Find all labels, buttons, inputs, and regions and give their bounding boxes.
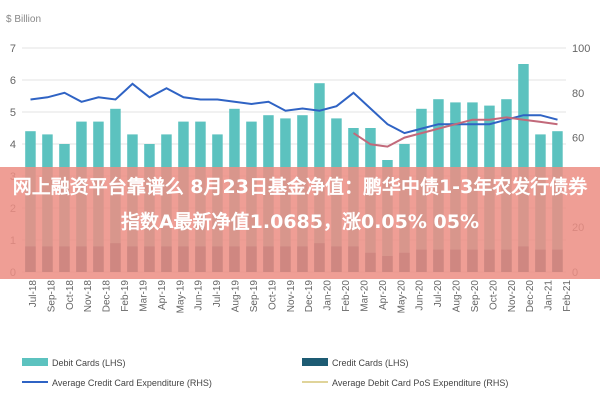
line-secondary — [352, 116, 558, 148]
x-tick-label: Apr-19 — [157, 280, 168, 310]
legend-swatch — [302, 358, 328, 366]
x-tick-label: Jul-18 — [28, 280, 39, 308]
legend-label: Average Debit Card PoS Expenditure (RHS) — [332, 378, 508, 388]
y-left-unit-label: $ Billion — [6, 14, 41, 25]
y-right-tick-label: 100 — [572, 43, 590, 55]
x-tick-label: May-19 — [175, 280, 186, 314]
x-tick-label: Nov-20 — [507, 280, 518, 313]
x-tick-label: Oct-20 — [488, 280, 499, 310]
legend-swatch — [22, 358, 48, 366]
x-tick-label: Jan-21 — [544, 280, 555, 311]
legend-label: Average Credit Card Expenditure (RHS) — [52, 378, 212, 388]
x-tick-label: Aug-20 — [452, 280, 463, 313]
headline-banner — [0, 167, 600, 279]
y-right-tick-label: 60 — [572, 133, 584, 145]
x-tick-label: Jun-19 — [194, 280, 205, 311]
x-tick-label: Dec-20 — [525, 280, 536, 313]
x-tick-label: Feb-20 — [341, 280, 352, 312]
x-tick-label: Apr-20 — [378, 280, 389, 310]
x-tick-label: Dec-18 — [102, 280, 113, 313]
headline-text: 网上融资平台靠谱么 8月23日基金净值：鹏华中债1-3年农发行债券指数A最新净值… — [12, 176, 588, 233]
x-tick-label: Sep-20 — [470, 280, 481, 313]
x-axis: Jul-18 Sep-18 Oct-18 Nov-18 Dec-18 Feb-19 Mar-… — [28, 280, 573, 314]
x-tick-label: Dec-19 — [304, 280, 315, 313]
x-tick-label: Oct-18 — [65, 280, 76, 310]
x-tick-label: Nov-19 — [286, 280, 297, 313]
y-left-tick-label: 5 — [10, 107, 16, 119]
y-left-tick-label: 6 — [10, 75, 16, 87]
x-tick-label: Nov-18 — [83, 280, 94, 313]
y-left-tick-label: 7 — [10, 43, 16, 55]
x-tick-label: Sep-19 — [249, 280, 260, 313]
legend-label: Debit Cards (LHS) — [52, 358, 126, 368]
x-tick-label: May-20 — [396, 280, 407, 314]
x-tick-label: Mar-19 — [139, 280, 150, 312]
x-tick-label: Jun-20 — [415, 280, 426, 311]
x-tick-label: Oct-19 — [267, 280, 278, 310]
line-average-credit-card-expenditure-rhs — [30, 82, 558, 135]
x-tick-label: Jul-20 — [433, 280, 444, 308]
x-tick-label: Jul-19 — [212, 280, 223, 308]
x-tick-label: Feb-19 — [120, 280, 131, 312]
y-right-tick-label: 80 — [572, 88, 584, 100]
x-tick-label: Mar-20 — [359, 280, 370, 312]
x-tick-label: Sep-18 — [46, 280, 57, 313]
legend-label: Credit Cards (LHS) — [332, 358, 409, 368]
x-tick-label: Feb-21 — [562, 280, 573, 312]
x-tick-label: Jan-20 — [323, 280, 334, 311]
lines — [30, 82, 558, 148]
legend: Debit Cards (LHS) Credit Cards (LHS) Avera… — [22, 358, 508, 388]
x-tick-label: Aug-19 — [231, 280, 242, 313]
y-left-tick-label: 4 — [10, 139, 16, 151]
